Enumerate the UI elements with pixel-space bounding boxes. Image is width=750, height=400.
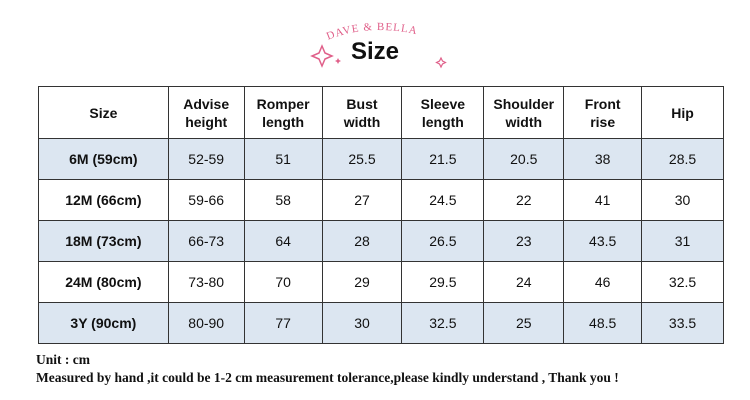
table-row: 3Y (90cm) 80-90 77 30 32.5 25 48.5 33.5 xyxy=(38,302,724,344)
sparkles xyxy=(310,44,447,69)
table-cell: 58 xyxy=(243,179,323,221)
unit-note: Unit : cm xyxy=(36,352,90,367)
table-cell: 25 xyxy=(483,302,565,344)
table-cell: 24 xyxy=(483,261,565,303)
sparkle xyxy=(435,56,447,69)
table-body: 6M (59cm) 52-59 51 25.5 21.5 20.5 38 28.5 12M (6… xyxy=(38,138,724,344)
table-cell: 23 xyxy=(483,220,565,262)
size-cell: 18M (73cm) xyxy=(38,220,169,262)
size-cell: 3Y (90cm) xyxy=(38,302,169,344)
table-cell: 20.5 xyxy=(483,138,565,180)
table-cell: 22 xyxy=(483,179,565,221)
table-row: 6M (59cm) 52-59 51 25.5 21.5 20.5 38 28.5 xyxy=(38,138,724,180)
table-row: 12M (66cm) 59-66 58 27 24.5 22 41 30 xyxy=(38,179,724,221)
size-cell: 24M (80cm) xyxy=(38,261,169,303)
table-cell: 30 xyxy=(321,302,403,344)
size-cell: 6M (59cm) xyxy=(38,138,169,180)
table-cell: 48.5 xyxy=(563,302,643,344)
column-header: Advise height xyxy=(167,86,245,139)
table-cell: 41 xyxy=(563,179,643,221)
tolerance-note: Measured by hand ,it could be 1-2 cm mea… xyxy=(36,370,619,385)
table-cell: 46 xyxy=(563,261,643,303)
table-cell: 28.5 xyxy=(641,138,724,180)
title: Size xyxy=(350,38,400,65)
column-header: Shoulder width xyxy=(483,86,565,139)
table-cell: 30 xyxy=(641,179,724,221)
table-cell: 27 xyxy=(321,179,403,221)
table-cell: 31 xyxy=(641,220,724,262)
table-cell: 59-66 xyxy=(167,179,245,221)
table-cell: 29.5 xyxy=(401,261,485,303)
table-cell: 66-73 xyxy=(167,220,245,262)
table-cell: 38 xyxy=(563,138,643,180)
table-cell: 52-59 xyxy=(167,138,245,180)
table-row: 18M (73cm) 66-73 64 28 26.5 23 43.5 31 xyxy=(38,220,724,262)
table-cell: 80-90 xyxy=(167,302,245,344)
table-row: 24M (80cm) 73-80 70 29 29.5 24 46 32.5 xyxy=(38,261,724,303)
table-cell: 32.5 xyxy=(401,302,485,344)
column-header: Size xyxy=(38,86,169,139)
column-header: Sleeve length xyxy=(401,86,485,139)
column-header: Bust width xyxy=(321,86,403,139)
table-cell: 32.5 xyxy=(641,261,724,303)
column-header: Front rise xyxy=(563,86,643,139)
sparkle xyxy=(335,58,341,64)
brand-logo: DAVE & BELLA xyxy=(325,21,418,43)
table-cell: 77 xyxy=(243,302,323,344)
column-header: Romper length xyxy=(243,86,323,139)
table-cell: 21.5 xyxy=(401,138,485,180)
header-row: Size Advise height Romper length Bust width… xyxy=(38,86,724,139)
table-cell: 64 xyxy=(243,220,323,262)
table-cell: 51 xyxy=(243,138,323,180)
table-cell: 73-80 xyxy=(167,261,245,303)
table-cell: 43.5 xyxy=(563,220,643,262)
table-cell: 33.5 xyxy=(641,302,724,344)
sparkle xyxy=(310,44,334,68)
column-header: Hip xyxy=(641,86,724,139)
table-cell: 29 xyxy=(321,261,403,303)
table-cell: 24.5 xyxy=(401,179,485,221)
table-cell: 70 xyxy=(243,261,323,303)
table-cell: 25.5 xyxy=(321,138,403,180)
table-cell: 28 xyxy=(321,220,403,262)
size-table: Size Advise height Romper length Bust width… xyxy=(38,86,724,344)
table-cell: 26.5 xyxy=(401,220,485,262)
size-cell: 12M (66cm) xyxy=(38,179,169,221)
